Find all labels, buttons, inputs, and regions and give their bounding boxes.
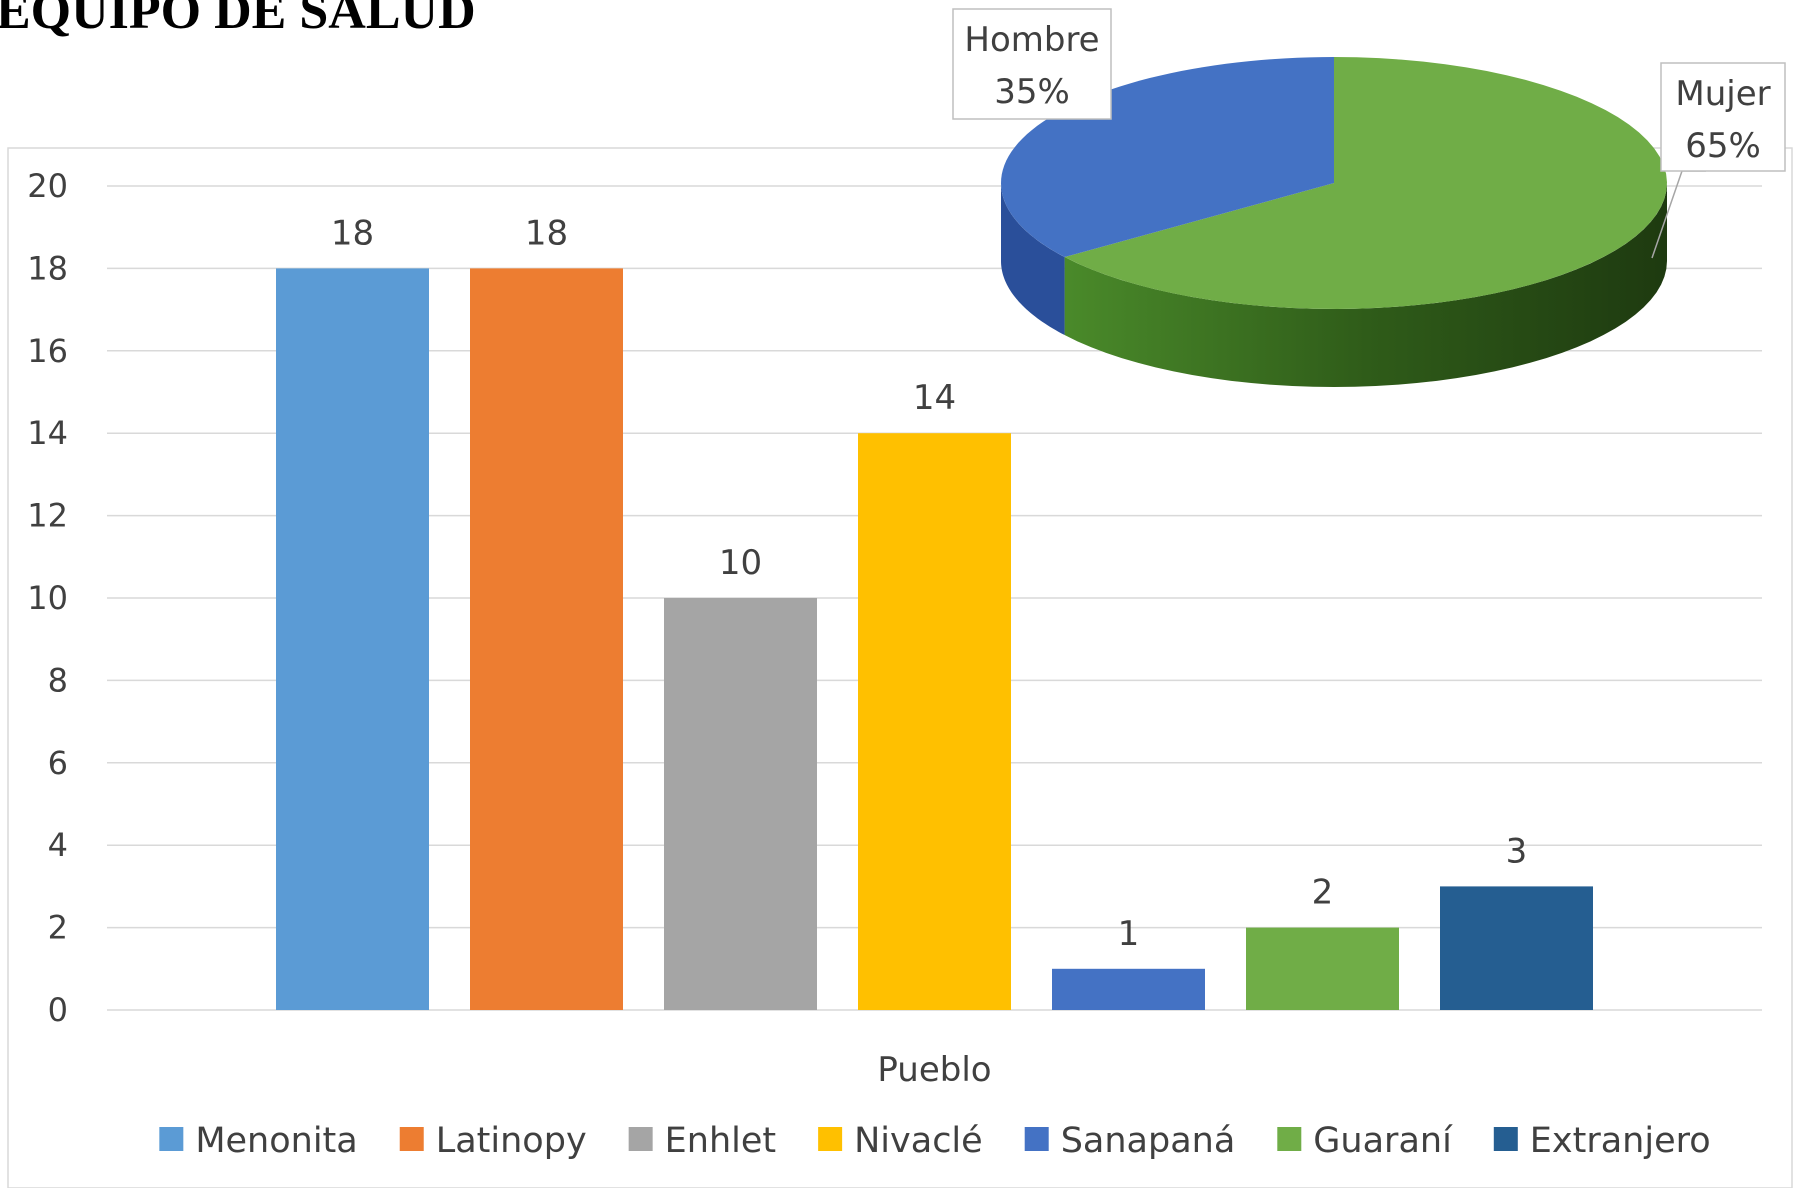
legend-label: Guaraní [1313, 1121, 1453, 1161]
pie-value-label: 65% [1685, 126, 1761, 166]
pie-side [1064, 183, 1667, 387]
data-label: 18 [331, 213, 374, 253]
y-tick-label: 16 [27, 332, 68, 370]
data-label: 3 [1506, 831, 1528, 871]
bar [664, 598, 817, 1010]
legend-label: Nivaclé [854, 1121, 983, 1161]
legend-swatch [159, 1127, 184, 1151]
data-label: 18 [525, 213, 568, 253]
legend-swatch [628, 1127, 653, 1151]
page-title: EQUIPO DE SALUD [0, 0, 476, 40]
label-box [952, 8, 1112, 120]
y-tick-label: 6 [48, 744, 68, 782]
y-tick-label: 4 [48, 826, 68, 864]
pie-value-label: 35% [994, 72, 1070, 112]
bar [1246, 927, 1399, 1010]
y-tick-label: 20 [27, 167, 68, 205]
data-label: 2 [1312, 873, 1334, 913]
legend-swatch [1493, 1127, 1518, 1151]
y-tick-label: 0 [48, 991, 68, 1029]
data-label: 10 [719, 543, 762, 583]
pie-slice [1064, 57, 1667, 309]
legend-label: Enhlet [665, 1121, 776, 1161]
legend-swatch [1277, 1127, 1302, 1151]
legend-label: Extranjero [1530, 1121, 1711, 1161]
bar [470, 268, 623, 1010]
bar [276, 268, 429, 1010]
legend-label: Menonita [195, 1121, 357, 1161]
legend-swatch [1024, 1127, 1049, 1151]
y-tick-label: 10 [27, 579, 68, 617]
data-label: 14 [913, 378, 956, 418]
legend-label: Latinopy [436, 1121, 587, 1161]
pie-category-label: Mujer [1675, 74, 1770, 114]
legend-label: Sanapaná [1061, 1121, 1236, 1161]
label-box [1660, 62, 1786, 172]
y-tick-label: 12 [27, 497, 68, 535]
bar [1440, 886, 1593, 1010]
pie-category-label: Hombre [964, 20, 1099, 60]
y-tick-label: 2 [48, 909, 68, 947]
y-tick-label: 18 [27, 249, 68, 287]
y-tick-label: 14 [27, 414, 68, 452]
legend: Menonita Latinopy Enhlet Nivaclé Sanapaná Gua… [159, 1121, 1711, 1161]
bar [858, 433, 1011, 1010]
bar [1052, 968, 1205, 1010]
legend-swatch [818, 1127, 843, 1151]
legend-swatch [399, 1127, 424, 1151]
data-label: 1 [1118, 914, 1140, 954]
y-tick-label: 8 [48, 661, 68, 699]
x-axis-label: Pueblo [877, 1050, 991, 1090]
pie-side [1001, 183, 1065, 336]
